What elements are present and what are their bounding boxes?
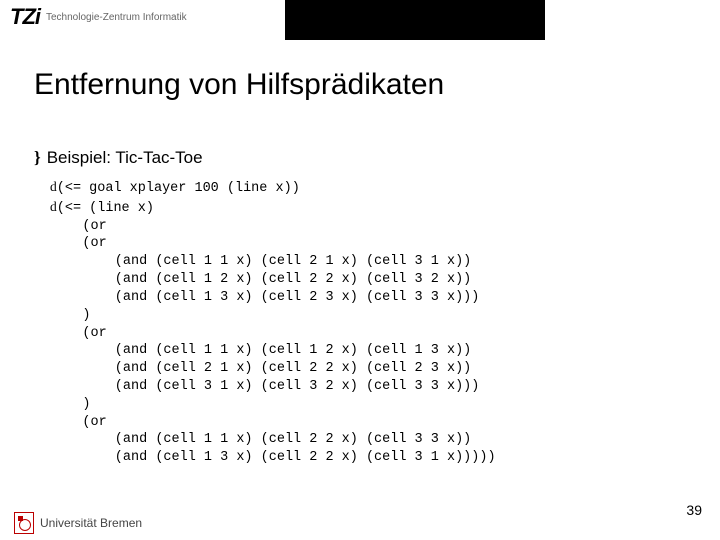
bullet-icon: } bbox=[34, 148, 41, 167]
slide-title: Entfernung von Hilfsprädikaten bbox=[34, 68, 444, 102]
sub-bullet-icon: d bbox=[50, 179, 57, 194]
tzi-subtitle: Technologie-Zentrum Informatik bbox=[46, 12, 187, 23]
slide-header: TZi Technologie-Zentrum Informatik bbox=[0, 0, 720, 40]
tzi-mark: TZi bbox=[10, 4, 40, 30]
code-block: d(<= goal xplayer 100 (line x)) d(<= (li… bbox=[50, 178, 496, 467]
uni-bremen-logo-icon bbox=[14, 512, 34, 534]
header-black-bar bbox=[285, 0, 545, 40]
uni-bremen-text: Universität Bremen bbox=[40, 516, 142, 530]
slide-subtitle: } Beispiel: Tic-Tac-Toe bbox=[34, 148, 203, 168]
code-line-1: (<= goal xplayer 100 (line x)) bbox=[57, 181, 300, 196]
slide-footer: Universität Bremen bbox=[14, 512, 142, 534]
tzi-logo: TZi Technologie-Zentrum Informatik bbox=[10, 4, 187, 30]
subtitle-text: Beispiel: Tic-Tac-Toe bbox=[47, 148, 203, 167]
code-line-2: (<= (line x) bbox=[57, 201, 154, 216]
page-number: 39 bbox=[686, 502, 702, 518]
code-body: (or (or (and (cell 1 1 x) (cell 2 1 x) (… bbox=[50, 219, 496, 466]
sub-bullet-icon: d bbox=[50, 199, 57, 214]
